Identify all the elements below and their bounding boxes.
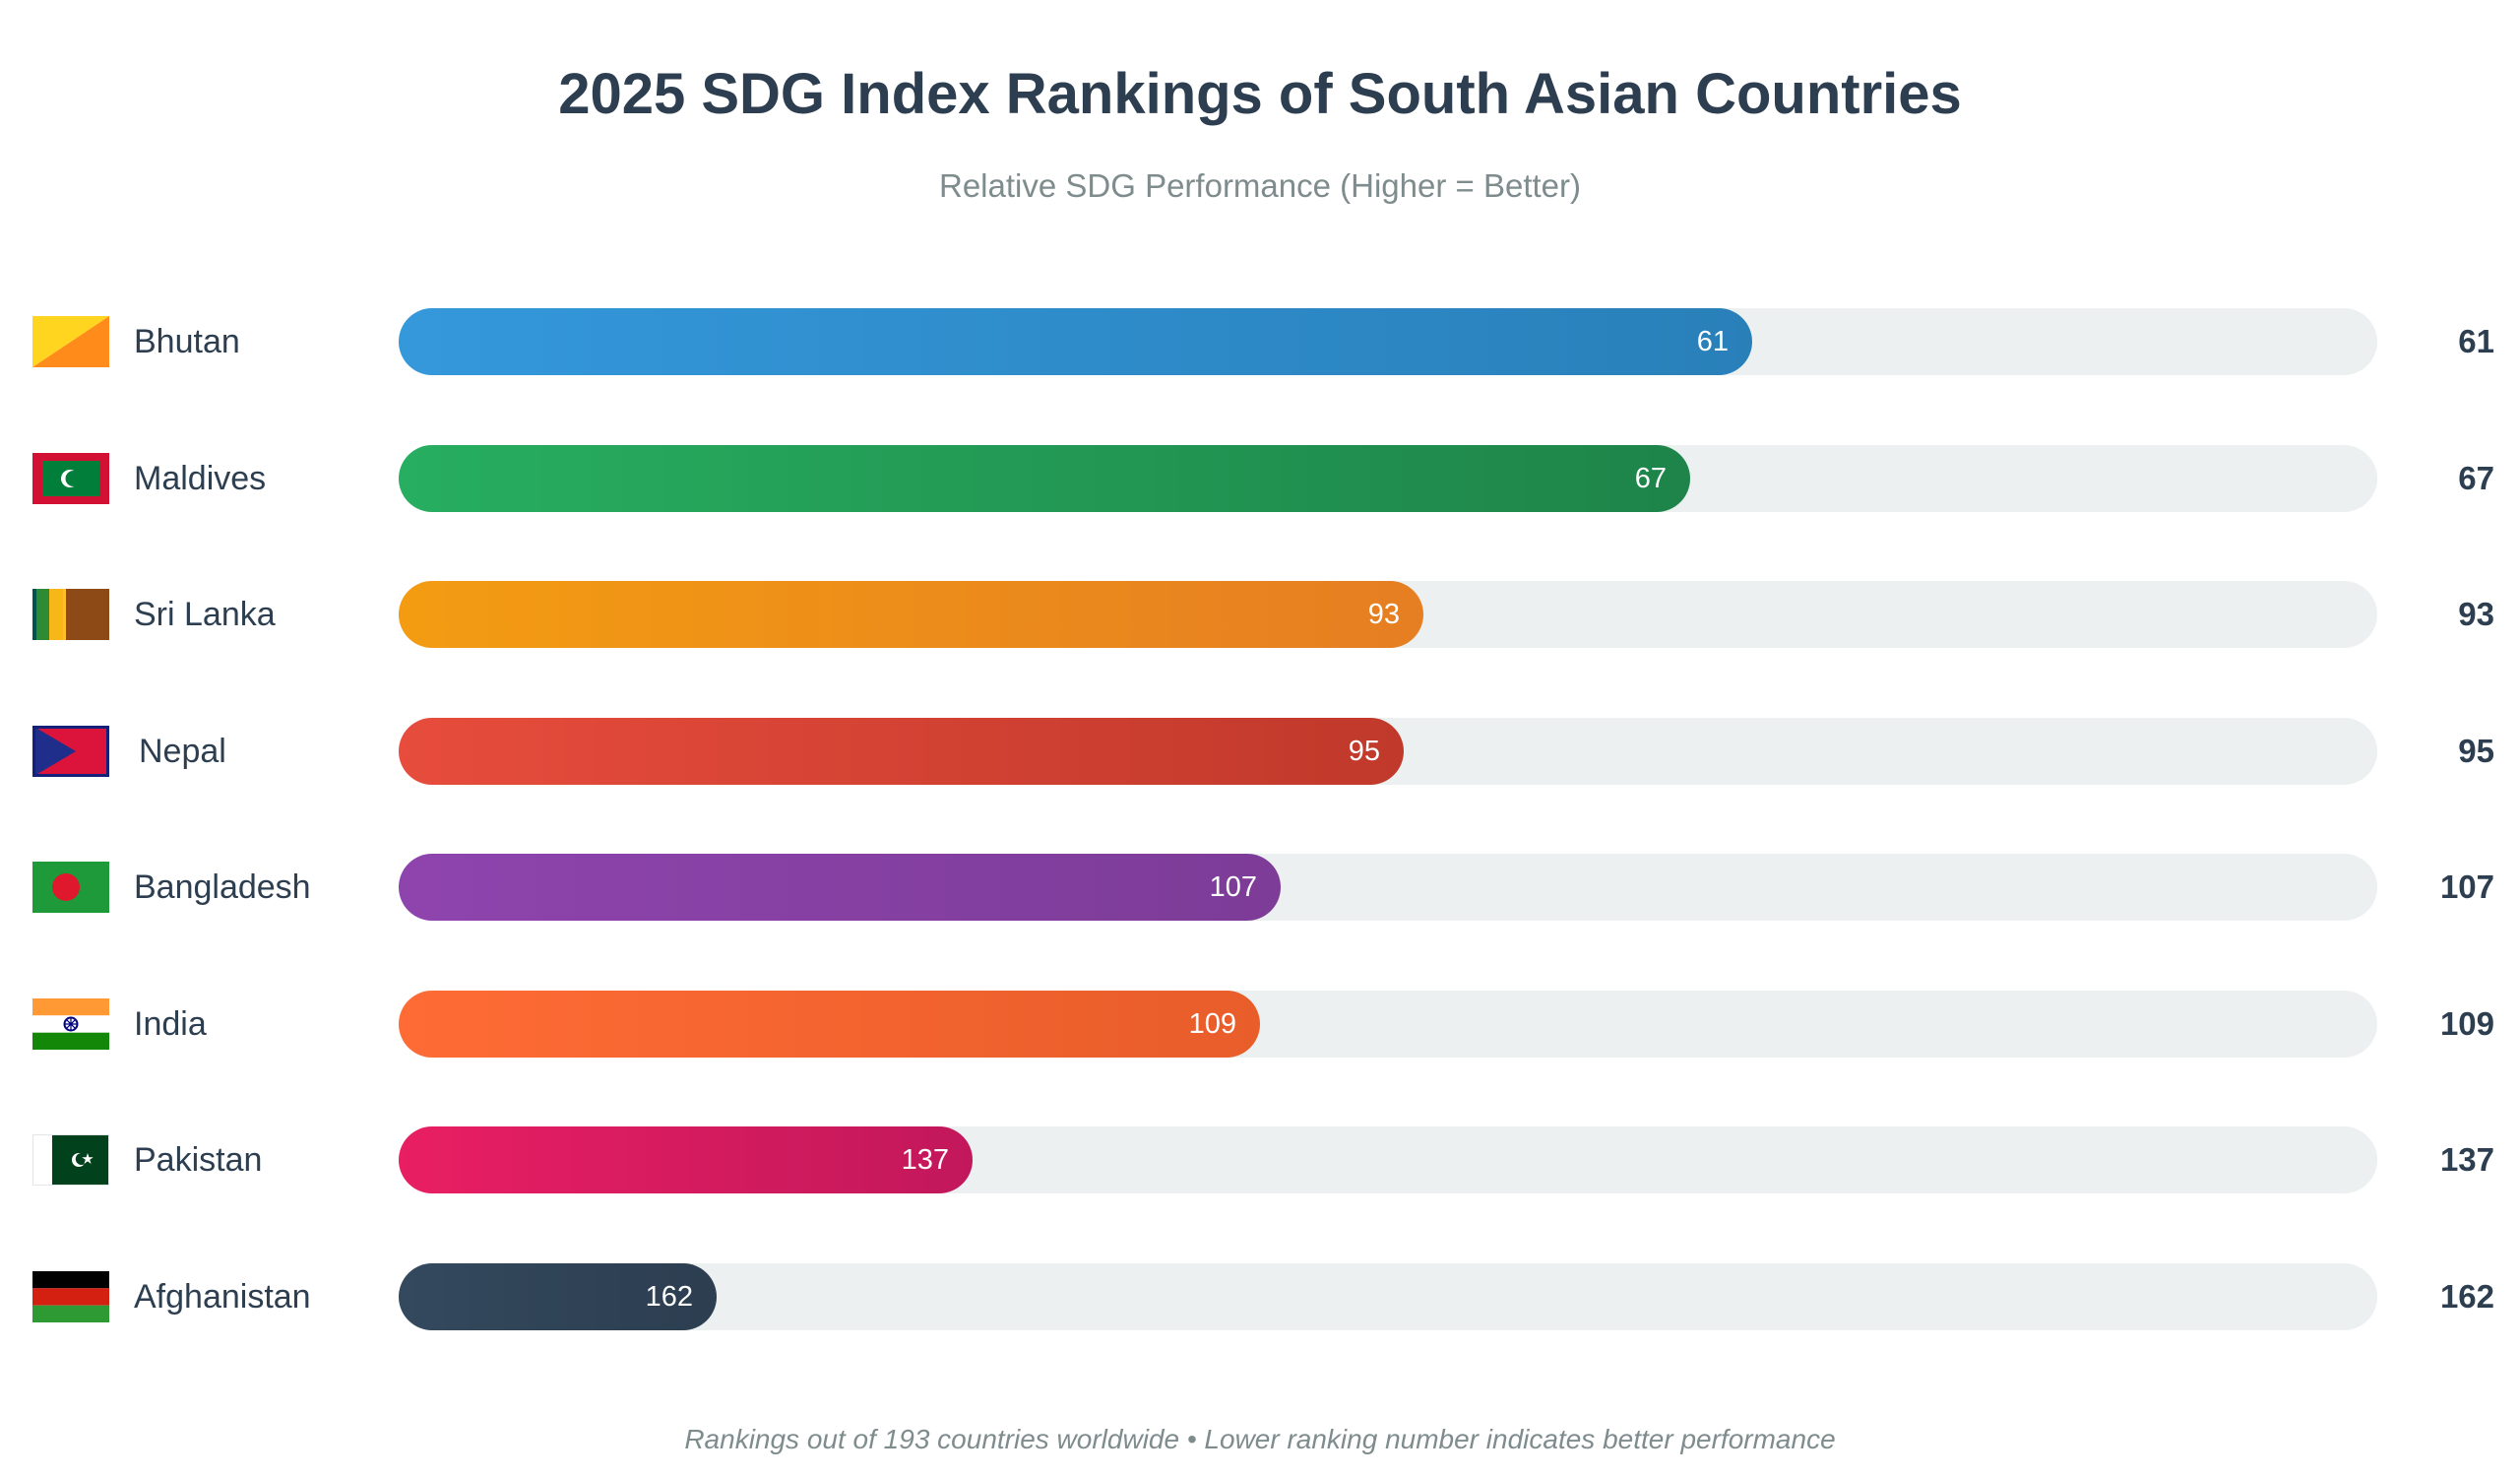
chart-row: Bhutan 61 61 xyxy=(0,308,2520,375)
bar-value-label: 109 xyxy=(1188,1008,1236,1040)
india-flag-icon xyxy=(32,998,109,1050)
country-label: Nepal xyxy=(139,733,226,770)
bar-track: 61 xyxy=(399,308,2377,375)
chart-row: Maldives 67 67 xyxy=(0,445,2520,512)
bar: 93 xyxy=(399,581,1423,648)
chart-subtitle: Relative SDG Performance (Higher = Bette… xyxy=(939,167,1581,204)
country-label: Afghanistan xyxy=(134,1278,311,1316)
bar: 162 xyxy=(399,1263,717,1330)
chart-row: Nepal 95 95 xyxy=(0,718,2520,785)
country-label: Bangladesh xyxy=(134,868,311,906)
bar: 137 xyxy=(399,1126,973,1193)
rank-value: 109 xyxy=(2439,1005,2494,1042)
bangladesh-flag-icon xyxy=(32,862,109,913)
bar: 109 xyxy=(399,991,1260,1058)
chart-footnote: Rankings out of 193 countries worldwide … xyxy=(684,1424,1836,1454)
chart-row: Afghanistan 162 162 xyxy=(0,1263,2520,1330)
bar-value-label: 162 xyxy=(645,1281,693,1313)
rank-value: 162 xyxy=(2439,1278,2494,1315)
bar-value-label: 95 xyxy=(1348,736,1380,767)
chart-row: Bangladesh 107 107 xyxy=(0,854,2520,921)
chart-row: India 109 109 xyxy=(0,991,2520,1058)
bar-track: 93 xyxy=(399,581,2377,648)
country-label: Bhutan xyxy=(134,323,240,360)
bar-track: 67 xyxy=(399,445,2377,512)
bhutan-flag-icon xyxy=(32,316,109,367)
bar: 61 xyxy=(399,308,1752,375)
rank-value: 95 xyxy=(2458,733,2494,769)
nepal-flag-icon xyxy=(32,726,109,777)
pakistan-flag-icon xyxy=(32,1134,109,1186)
rank-value: 137 xyxy=(2439,1141,2494,1178)
maldives-flag-icon xyxy=(32,453,109,504)
bar-track: 109 xyxy=(399,991,2377,1058)
rank-value: 93 xyxy=(2458,596,2494,632)
bar-value-label: 61 xyxy=(1696,326,1729,357)
bar-value-label: 93 xyxy=(1367,599,1400,630)
bar-value-label: 107 xyxy=(1209,871,1257,903)
country-label: India xyxy=(134,1005,207,1043)
rank-value: 107 xyxy=(2439,868,2494,905)
rank-value: 61 xyxy=(2458,323,2494,359)
afghanistan-flag-icon xyxy=(32,1271,109,1322)
bar: 107 xyxy=(399,854,1281,921)
bar-track: 137 xyxy=(399,1126,2377,1193)
bar: 95 xyxy=(399,718,1404,785)
bar-track: 162 xyxy=(399,1263,2377,1330)
country-label: Sri Lanka xyxy=(134,596,276,633)
country-label: Maldives xyxy=(134,460,267,497)
rank-value: 67 xyxy=(2458,460,2494,496)
bar-value-label: 67 xyxy=(1634,463,1667,494)
chart-row: Sri Lanka 93 93 xyxy=(0,581,2520,648)
chart-title: 2025 SDG Index Rankings of South Asian C… xyxy=(558,62,1962,126)
country-label: Pakistan xyxy=(134,1141,263,1179)
bar-track: 95 xyxy=(399,718,2377,785)
bar-track: 107 xyxy=(399,854,2377,921)
bar: 67 xyxy=(399,445,1690,512)
bar-value-label: 137 xyxy=(901,1144,949,1176)
chart-row: Pakistan 137 137 xyxy=(0,1126,2520,1193)
sri-lanka-flag-icon xyxy=(32,589,109,640)
